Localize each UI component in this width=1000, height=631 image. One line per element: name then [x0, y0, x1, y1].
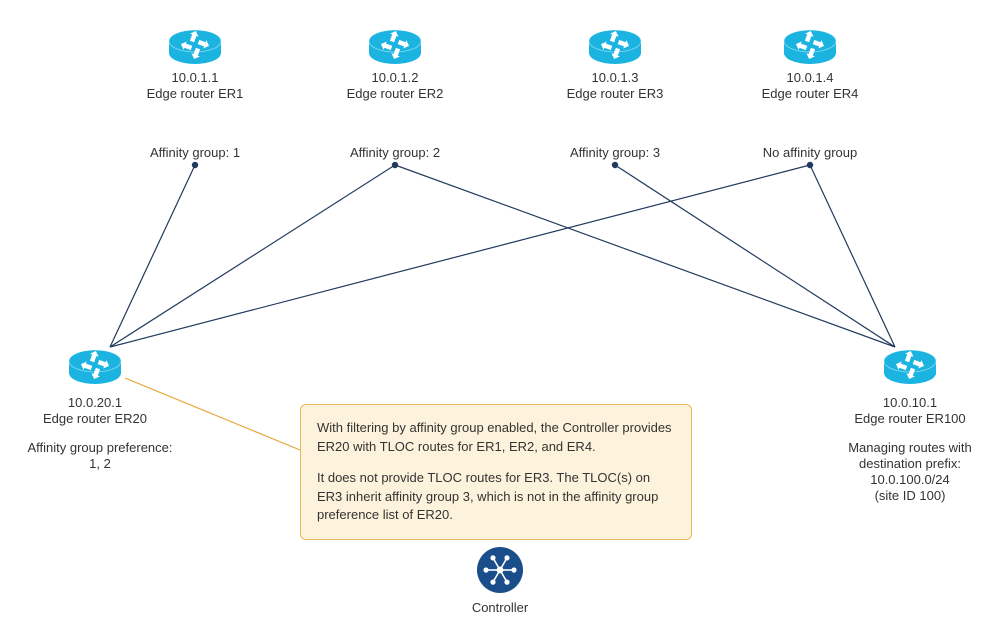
- er100-ip: 10.0.10.1: [850, 395, 970, 412]
- er4-ip: 10.0.1.4: [760, 70, 860, 87]
- er100-m1: Managing routes with: [830, 440, 990, 457]
- callout-p1: With filtering by affinity group enabled…: [317, 419, 675, 457]
- er100-m4: (site ID 100): [830, 488, 990, 505]
- er20-ip: 10.0.20.1: [35, 395, 155, 412]
- er2-name: Edge router ER2: [325, 86, 465, 103]
- er20-pref-v: 1, 2: [15, 456, 185, 473]
- er2-aff: Affinity group: 2: [315, 145, 475, 162]
- er100-m2: destination prefix:: [830, 456, 990, 473]
- er20-pref-l: Affinity group preference:: [15, 440, 185, 457]
- er3-ip: 10.0.1.3: [565, 70, 665, 87]
- er3-aff: Affinity group: 3: [535, 145, 695, 162]
- er20-name: Edge router ER20: [25, 411, 165, 428]
- er100-name: Edge router ER100: [840, 411, 980, 428]
- controller-label: Controller: [450, 600, 550, 617]
- filter-callout: With filtering by affinity group enabled…: [300, 404, 692, 540]
- er4-aff: No affinity group: [730, 145, 890, 162]
- callout-p2: It does not provide TLOC routes for ER3.…: [317, 469, 675, 526]
- er1-name: Edge router ER1: [125, 86, 265, 103]
- er3-name: Edge router ER3: [545, 86, 685, 103]
- er2-ip: 10.0.1.2: [345, 70, 445, 87]
- er4-name: Edge router ER4: [740, 86, 880, 103]
- er1-aff: Affinity group: 1: [115, 145, 275, 162]
- er100-m3: 10.0.100.0/24: [830, 472, 990, 489]
- er1-ip: 10.0.1.1: [145, 70, 245, 87]
